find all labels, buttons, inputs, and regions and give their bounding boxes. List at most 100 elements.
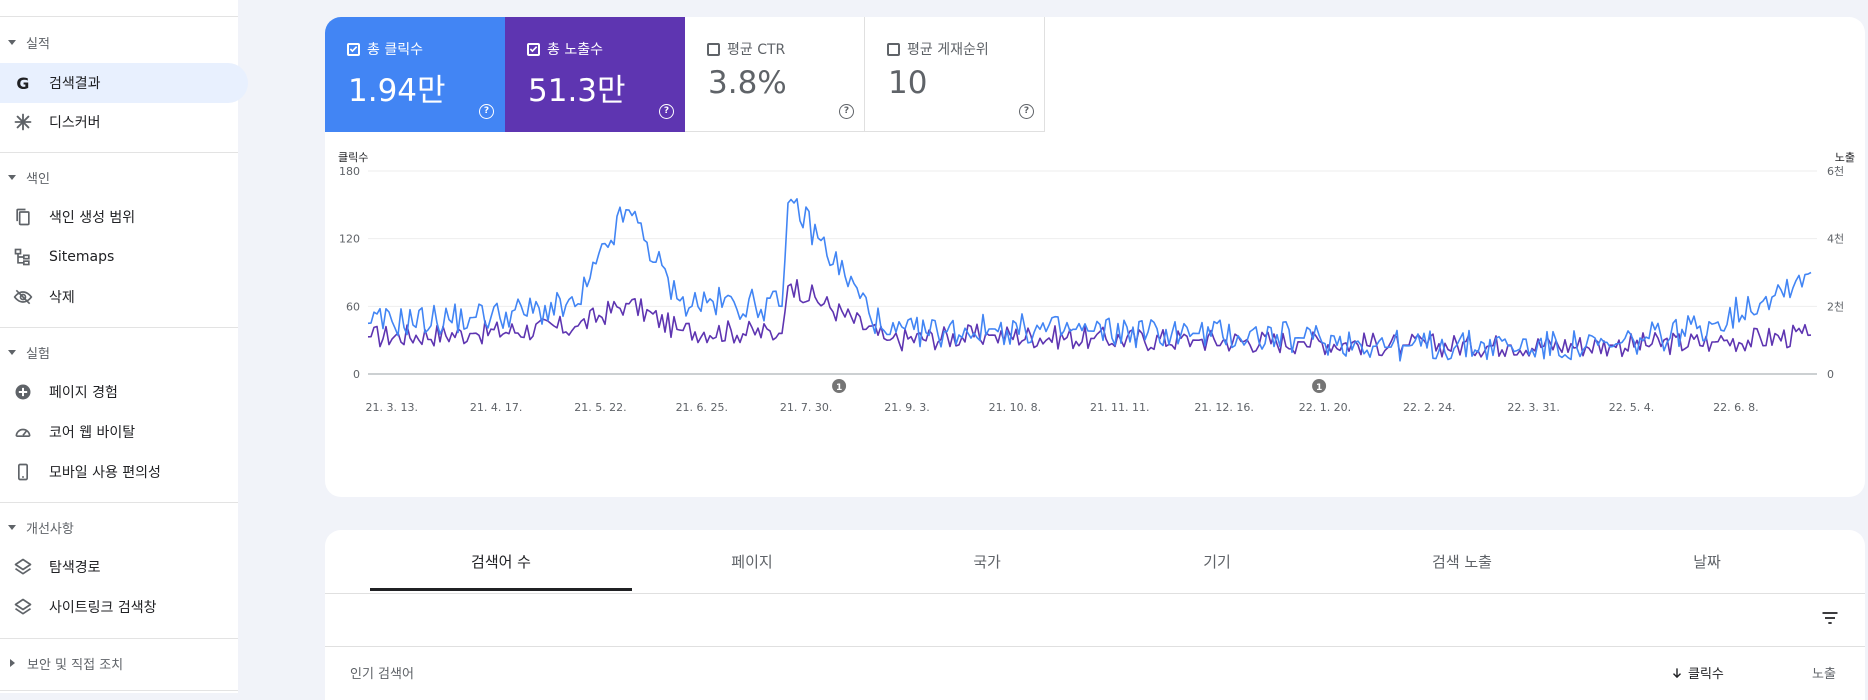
- checkbox-checked-icon[interactable]: [527, 42, 540, 56]
- metric-value: 3.8%: [708, 65, 787, 101]
- sidebar-item-search-results[interactable]: G 검색결과: [0, 63, 248, 103]
- plus-circle-icon: [11, 380, 35, 404]
- caret-right-icon: [10, 659, 15, 667]
- queries-table-card: 검색어 수 페이지 국가 기기 검색 노출 날짜 인기 검색어 클릭수 노출: [325, 530, 1865, 700]
- tab-pages[interactable]: 페이지: [632, 530, 872, 592]
- checkbox-unchecked-icon[interactable]: [707, 42, 720, 56]
- sidebar-item-label: 탐색경로: [49, 560, 101, 576]
- sidebar-section-label: 실험: [26, 346, 50, 362]
- checkbox-checked-icon[interactable]: [347, 42, 360, 56]
- metric-label: 총 클릭수: [367, 42, 423, 58]
- sidebar: 실적 G 검색결과 디스커버 색인 색인 생성 범위: [0, 0, 248, 693]
- sidebar-item-removals[interactable]: 삭제: [0, 277, 248, 317]
- tab-countries[interactable]: 국가: [872, 530, 1102, 592]
- performance-card: 총 클릭수 1.94만 ? 총 노출수 51.3만 ? 평균 CTR 3.8% …: [325, 17, 1865, 497]
- help-icon[interactable]: ?: [839, 104, 854, 119]
- sidebar-divider: [0, 16, 238, 17]
- sidebar-section-performance[interactable]: 실적: [0, 30, 238, 54]
- x-tick-label: 22. 3. 31.: [1507, 401, 1559, 414]
- x-tick-label: 21. 11. 11.: [1090, 401, 1149, 414]
- sidebar-divider: [0, 502, 238, 503]
- column-header-top-queries[interactable]: 인기 검색어: [350, 667, 414, 682]
- metric-label: 총 노출수: [547, 42, 603, 58]
- x-tick-label: 21. 4. 17.: [470, 401, 522, 414]
- tab-search-appearance[interactable]: 검색 노출: [1332, 530, 1592, 592]
- sidebar-divider: [0, 638, 238, 639]
- tab-label: 국가: [973, 552, 1001, 571]
- checkbox-unchecked-icon[interactable]: [887, 42, 900, 56]
- x-tick-label: 22. 2. 24.: [1403, 401, 1455, 414]
- caret-down-icon: [8, 174, 16, 180]
- caret-down-icon: [8, 39, 16, 45]
- sidebar-section-enhancements[interactable]: 개선사항: [0, 515, 238, 539]
- metric-value: 51.3만: [528, 73, 626, 109]
- series-line-impressions: [367, 279, 1812, 358]
- sidebar-item-label: 모바일 사용 편의성: [49, 465, 161, 481]
- copy-pages-icon: [11, 205, 35, 229]
- metric-average-ctr[interactable]: 평균 CTR 3.8% ?: [685, 17, 865, 132]
- x-tick-label: 21. 9. 3.: [884, 401, 929, 414]
- y-tick-label-right: 4천: [1827, 232, 1844, 246]
- sidebar-item-mobile-usability[interactable]: 모바일 사용 편의성: [0, 452, 248, 492]
- sidebar-item-core-web-vitals[interactable]: 코어 웹 바이탈: [0, 412, 248, 452]
- x-tick-label: 21. 10. 8.: [989, 401, 1041, 414]
- divider: [325, 646, 1865, 647]
- eye-off-icon: [11, 285, 35, 309]
- speedometer-icon: [11, 420, 35, 444]
- sidebar-divider: [0, 152, 238, 153]
- sidebar-item-discover[interactable]: 디스커버: [0, 102, 248, 142]
- tab-devices[interactable]: 기기: [1102, 530, 1332, 592]
- y-tick-label-left: 180: [339, 165, 360, 178]
- x-tick-label: 21. 12. 16.: [1194, 401, 1253, 414]
- layers-icon: [11, 595, 35, 619]
- column-header-impressions[interactable]: 노출: [1812, 667, 1836, 682]
- x-tick-label: 22. 1. 20.: [1299, 401, 1351, 414]
- sidebar-item-label: 사이트링크 검색창: [49, 600, 157, 616]
- column-header-label: 클릭수: [1688, 667, 1724, 682]
- metric-label: 평균 CTR: [727, 42, 786, 58]
- metric-value: 1.94만: [348, 73, 446, 109]
- sidebar-item-label: 색인 생성 범위: [49, 210, 136, 226]
- x-tick-label: 21. 5. 22.: [574, 401, 626, 414]
- asterisk-icon: [11, 110, 35, 134]
- help-icon[interactable]: ?: [659, 104, 674, 119]
- sidebar-item-sitelinks-searchbox[interactable]: 사이트링크 검색창: [0, 587, 248, 627]
- sidebar-divider: [0, 690, 238, 691]
- metric-average-position[interactable]: 평균 게재순위 10 ?: [865, 17, 1045, 132]
- tab-label: 검색 노출: [1432, 552, 1492, 571]
- tab-label: 검색어 수: [471, 552, 531, 571]
- y-axis-title-left: 클릭수: [338, 151, 368, 164]
- sidebar-item-label: 검색결과: [49, 76, 101, 92]
- y-tick-label-right: 6천: [1827, 164, 1844, 178]
- help-icon[interactable]: ?: [1019, 104, 1034, 119]
- x-tick-label: 21. 7. 30.: [780, 401, 832, 414]
- annotation-label: 1: [1316, 383, 1322, 393]
- sidebar-item-label: 페이지 경험: [49, 385, 118, 401]
- y-tick-label-left: 0: [353, 368, 360, 381]
- sidebar-item-page-experience[interactable]: 페이지 경험: [0, 372, 248, 412]
- x-tick-label: 21. 6. 25.: [676, 401, 728, 414]
- sidebar-item-label: 코어 웹 바이탈: [49, 425, 136, 441]
- tab-queries[interactable]: 검색어 수: [370, 530, 632, 592]
- sidebar-section-label: 실적: [26, 36, 50, 52]
- sidebar-item-label: Sitemaps: [49, 249, 115, 265]
- sidebar-item-sitemaps[interactable]: Sitemaps: [0, 237, 248, 277]
- sidebar-item-breadcrumbs[interactable]: 탐색경로: [0, 547, 248, 587]
- sidebar-section-index[interactable]: 색인: [0, 165, 238, 189]
- metric-total-clicks[interactable]: 총 클릭수 1.94만 ?: [325, 17, 505, 132]
- y-tick-label-left: 60: [346, 300, 360, 313]
- sidebar-section-experience[interactable]: 실험: [0, 340, 238, 364]
- sidebar-section-security[interactable]: 보안 및 직접 조치: [0, 651, 238, 675]
- sidebar-item-index-coverage[interactable]: 색인 생성 범위: [0, 197, 248, 237]
- help-icon[interactable]: ?: [479, 104, 494, 119]
- column-header-clicks[interactable]: 클릭수: [1670, 663, 1724, 682]
- caret-down-icon: [8, 524, 16, 530]
- metric-total-impressions[interactable]: 총 노출수 51.3만 ?: [505, 17, 685, 132]
- metric-value: 10: [888, 65, 928, 101]
- series-line-clicks: [367, 198, 1812, 362]
- sidebar-section-label: 보안 및 직접 조치: [27, 657, 124, 673]
- x-tick-label: 22. 5. 4.: [1609, 401, 1654, 414]
- filter-icon[interactable]: [1820, 608, 1840, 628]
- tab-dates[interactable]: 날짜: [1592, 530, 1822, 592]
- x-tick-label: 22. 6. 8.: [1713, 401, 1758, 414]
